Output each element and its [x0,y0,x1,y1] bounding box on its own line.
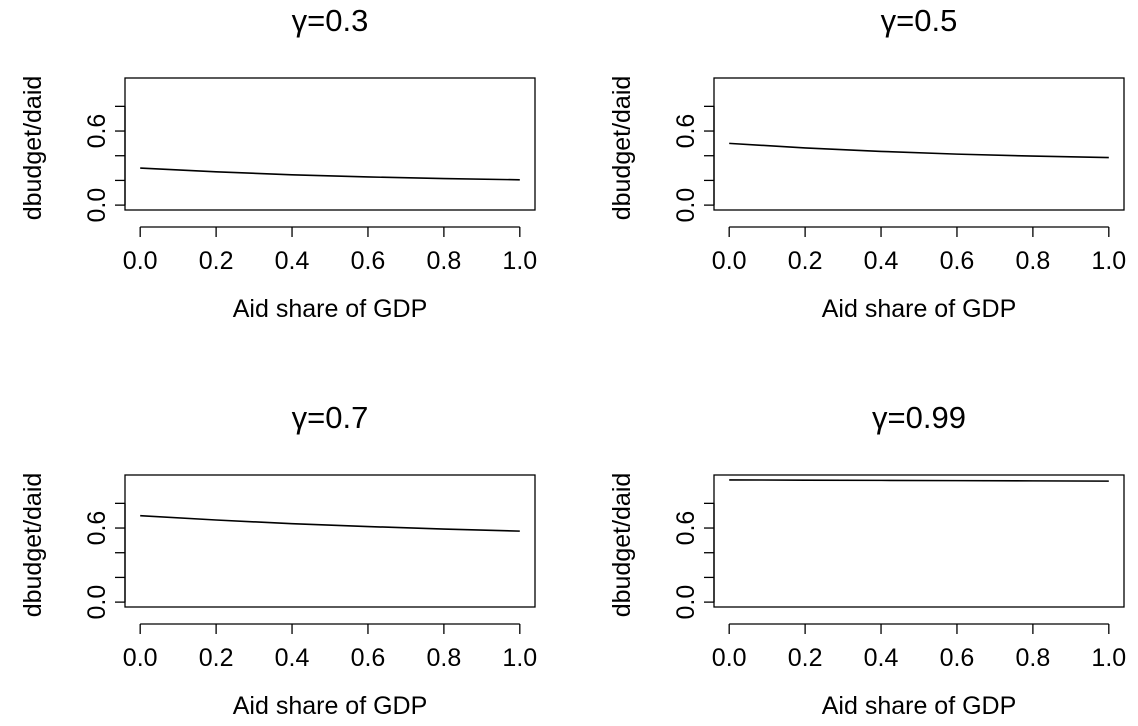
y-axis-label: dbudget/daid [608,473,636,618]
plot-frame [713,77,1125,211]
plot-frame [124,474,536,608]
x-axis-label: Aid share of GDP [822,295,1017,323]
x-tick-label: 0.2 [788,644,823,672]
x-tick-label: 0.6 [351,644,386,672]
y-axis-label: dbudget/daid [608,76,636,221]
series-line [140,514,520,532]
x-tick-label: 0.2 [788,247,823,275]
y-axis-label: dbudget/daid [19,473,47,618]
x-axis-label: Aid share of GDP [233,692,428,720]
plot-frame [124,77,536,211]
x-tick-label: 1.0 [1091,247,1126,275]
panel-title: γ=0.99 [872,400,966,435]
panel-title: γ=0.5 [881,3,958,38]
x-tick-label: 0.6 [940,247,975,275]
x-tick-label: 0.4 [864,247,899,275]
y-tick-label: 0.6 [83,511,111,546]
series-line [729,479,1109,482]
x-tick-label: 0.4 [864,644,899,672]
x-tick-label: 0.2 [199,247,234,275]
x-tick-label: 1.0 [502,247,537,275]
x-tick-label: 0.6 [351,247,386,275]
series-line [140,167,520,181]
x-tick-label: 0.8 [427,247,462,275]
x-tick-label: 0.6 [940,644,975,672]
x-tick-label: 0.8 [427,644,462,672]
x-tick-label: 0.2 [199,644,234,672]
x-tick-label: 0.0 [712,644,747,672]
x-tick-label: 1.0 [1091,644,1126,672]
panel-1: γ=0.3 0.0 0.2 0.4 0.6 0.8 1.0 Aid share of GDP 0… [19,3,537,323]
x-tick-label: 0.8 [1016,247,1051,275]
y-tick-label: 0.0 [672,585,700,620]
x-tick-label: 0.4 [275,247,310,275]
y-tick-label: 0.0 [83,188,111,223]
y-tick-label: 0.6 [672,114,700,149]
x-axis-label: Aid share of GDP [233,295,428,323]
x-tick-label: 0.0 [712,247,747,275]
panel-4: γ=0.99 0.0 0.2 0.4 0.6 0.8 1.0 Aid share of GDP… [608,400,1126,720]
x-tick-label: 0.0 [123,247,158,275]
panel-2: γ=0.5 0.0 0.2 0.4 0.6 0.8 1.0 Aid share of GDP 0… [608,3,1126,323]
x-tick-label: 0.8 [1016,644,1051,672]
x-tick-label: 0.0 [123,644,158,672]
y-axis-label: dbudget/daid [19,76,47,221]
x-tick-label: 0.4 [275,644,310,672]
plot-frame [713,474,1125,608]
panel-3: γ=0.7 0.0 0.2 0.4 0.6 0.8 1.0 Aid share of GDP 0… [19,400,537,720]
y-tick-label: 0.0 [83,585,111,620]
y-tick-label: 0.6 [672,511,700,546]
x-axis-label: Aid share of GDP [822,692,1017,720]
y-tick-label: 0.0 [672,188,700,223]
series-line [729,142,1109,159]
panel-title: γ=0.7 [292,400,369,435]
panel-title: γ=0.3 [292,3,369,38]
x-tick-label: 1.0 [502,644,537,672]
y-tick-label: 0.6 [83,114,111,149]
